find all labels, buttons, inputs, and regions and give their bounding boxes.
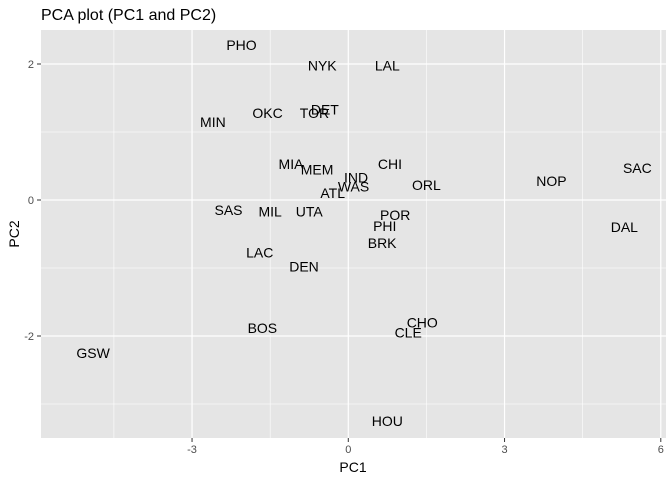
x-axis-ticks: -3 0 3 6: [187, 438, 664, 456]
point-label-bos: BOS: [248, 320, 278, 336]
plot-panel: [41, 30, 666, 438]
point-label-chi: CHI: [378, 156, 402, 172]
point-label-mem: MEM: [301, 161, 334, 177]
x-axis-title: PC1: [339, 459, 366, 475]
point-label-uta: UTA: [296, 204, 324, 220]
point-label-cho: CHO: [407, 314, 438, 330]
point-label-was: WAS: [338, 178, 369, 194]
y-tick-label: 0: [28, 195, 34, 207]
point-label-dal: DAL: [611, 219, 638, 235]
point-label-sas: SAS: [214, 202, 242, 218]
point-label-hou: HOU: [372, 413, 403, 429]
point-label-lal: LAL: [375, 57, 400, 73]
point-label-tor: TOR: [300, 105, 329, 121]
x-tick-label: 6: [658, 444, 664, 456]
point-label-mia: MIA: [279, 156, 305, 172]
point-label-orl: ORL: [412, 177, 441, 193]
x-tick-label: 3: [501, 444, 507, 456]
point-label-lac: LAC: [246, 244, 273, 260]
point-label-pho: PHO: [226, 37, 256, 53]
point-label-min: MIN: [200, 114, 226, 130]
point-label-sac: SAC: [623, 160, 652, 176]
y-tick-label: -2: [24, 331, 34, 343]
point-label-cle: CLE: [395, 325, 422, 341]
point-label-mil: MIL: [258, 204, 282, 220]
point-label-nop: NOP: [536, 173, 566, 189]
point-label-okc: OKC: [252, 105, 282, 121]
point-label-den: DEN: [289, 259, 319, 275]
point-label-brk: BRK: [368, 235, 397, 251]
point-label-det: DET: [311, 102, 339, 118]
point-label-phi: PHI: [373, 218, 396, 234]
point-label-ind: IND: [344, 170, 368, 186]
point-label-nyk: NYK: [308, 57, 337, 73]
major-gridlines: [41, 30, 666, 438]
minor-gridlines: [41, 30, 666, 438]
x-tick-label: -3: [187, 444, 197, 456]
point-label-por: POR: [380, 207, 410, 223]
x-tick-label: 0: [345, 444, 351, 456]
y-tick-label: 2: [28, 59, 34, 71]
point-label-atl: ATL: [320, 185, 345, 201]
y-axis-ticks: -2 0 2: [24, 59, 41, 343]
chart-title: PCA plot (PC1 and PC2): [41, 7, 216, 24]
y-axis-title: PC2: [6, 220, 22, 247]
point-label-gsw: GSW: [76, 345, 110, 361]
